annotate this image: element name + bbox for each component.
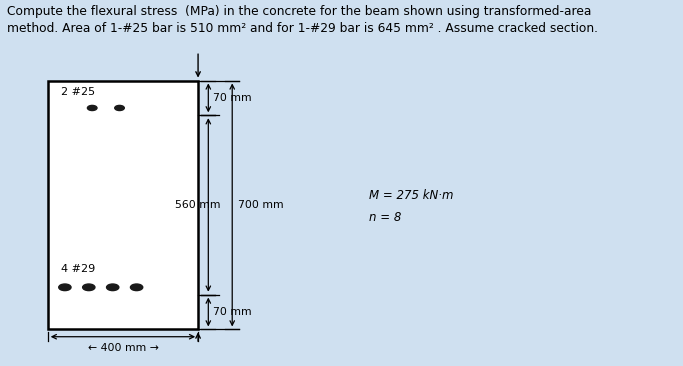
Circle shape bbox=[107, 284, 119, 291]
Text: 700 mm: 700 mm bbox=[238, 200, 283, 210]
Bar bbox=[48, 81, 198, 329]
Text: method. Area of 1-#25 bar is 510 mm² and for 1-#29 bar is 645 mm² . Assume crack: method. Area of 1-#25 bar is 510 mm² and… bbox=[7, 22, 598, 35]
Text: Compute the flexural stress  (MPa) in the concrete for the beam shown using tran: Compute the flexural stress (MPa) in the… bbox=[7, 5, 591, 19]
Text: 70 mm: 70 mm bbox=[213, 307, 252, 317]
Text: 70 mm: 70 mm bbox=[213, 93, 252, 103]
Text: 4 #29: 4 #29 bbox=[61, 265, 96, 274]
Text: 2 #25: 2 #25 bbox=[61, 87, 96, 97]
Circle shape bbox=[115, 105, 124, 111]
Text: 560 mm: 560 mm bbox=[175, 200, 221, 210]
Circle shape bbox=[130, 284, 143, 291]
Circle shape bbox=[59, 284, 71, 291]
Text: M = 275 kN·m: M = 275 kN·m bbox=[369, 189, 454, 202]
Text: n = 8: n = 8 bbox=[369, 211, 401, 224]
Text: ← 400 mm →: ← 400 mm → bbox=[87, 343, 158, 354]
Circle shape bbox=[87, 105, 97, 111]
Circle shape bbox=[83, 284, 95, 291]
